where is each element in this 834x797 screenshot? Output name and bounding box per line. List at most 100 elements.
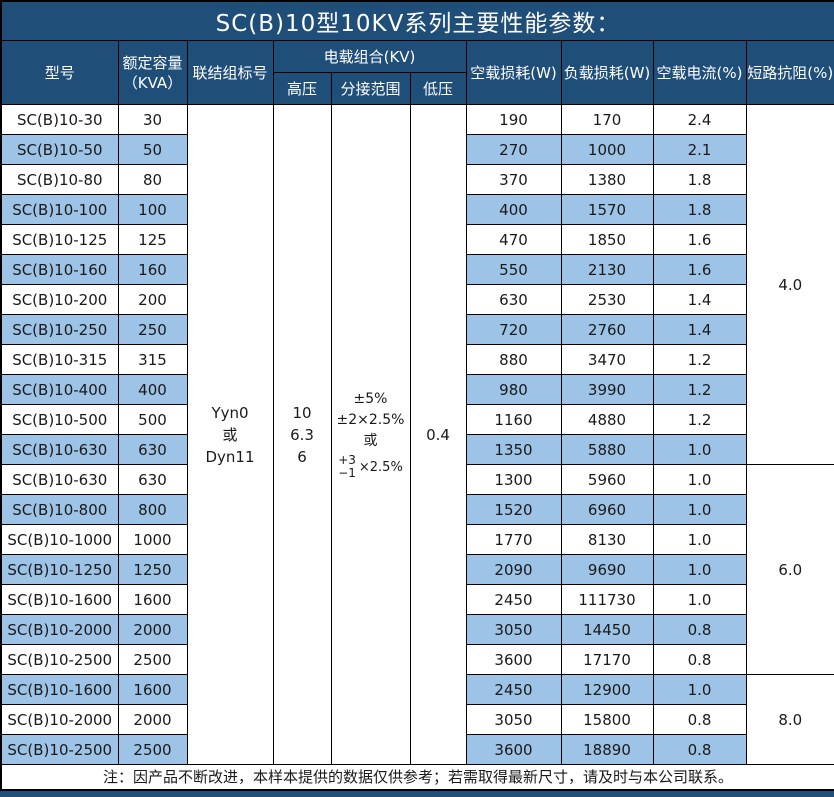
no-load-loss-cell: 3600 [465,644,562,675]
model-cell: SC(B)10-2500 [0,644,119,675]
no-load-loss-cell: 400 [465,194,562,225]
table-row: SC(B)10-800 800 1520 6960 1.0 [0,494,834,525]
hv-line: 10 [292,403,312,422]
table-row: SC(B)10-80 80 370 1380 1.8 [0,164,834,195]
model-cell: SC(B)10-800 [0,494,119,525]
model-cell: SC(B)10-500 [0,404,119,435]
no-load-loss-cell: 550 [465,254,562,285]
impedance-cell: 6.0 [745,464,834,675]
tap-line: ±5% [353,391,388,407]
no-load-loss-cell: 190 [465,104,562,135]
header-row-2: 高压 分接范围 低压 [1,72,834,105]
no-load-current-cell: 2.1 [652,134,747,165]
no-load-loss-cell: 880 [465,344,562,375]
tap-fraction: +3 −1 ×2.5% [332,454,409,480]
load-loss-cell: 17170 [560,644,654,675]
no-load-current-cell: 1.2 [652,344,747,375]
column-header-no-load-loss: 空载损耗(W) [465,40,562,105]
no-load-current-cell: 1.0 [652,554,747,585]
model-cell: SC(B)10-200 [0,284,119,315]
load-loss-cell: 2760 [560,314,654,345]
kva-cell: 200 [117,284,188,315]
no-load-loss-cell: 3050 [465,704,562,735]
no-load-loss-cell: 270 [465,134,562,165]
kva-cell: 500 [117,404,188,435]
table-row: SC(B)10-500 500 1160 4880 1.2 [0,404,834,435]
model-cell: SC(B)10-630 [0,434,119,465]
column-header-hv: 高压 [272,72,332,105]
page-title: SC(B)10型10KV系列主要性能参数： [0,0,834,41]
tap-fraction-suffix: ×2.5% [358,459,403,475]
kva-cell: 1000 [117,524,188,555]
load-loss-cell: 3470 [560,344,654,375]
load-loss-cell: 9690 [560,554,654,585]
kva-cell: 160 [117,254,188,285]
kva-cell: 2000 [117,614,188,645]
kva-cell: 315 [117,344,188,375]
model-cell: SC(B)10-100 [0,194,119,225]
vector-group-line: Yyn0 [211,403,249,422]
table-row: SC(B)10-2000 2000 3050 15800 0.8 [0,704,834,735]
tap-fraction-bottom: −1 [338,466,356,480]
kva-cell: 1600 [117,674,188,705]
model-cell: SC(B)10-250 [0,314,119,345]
model-cell: SC(B)10-30 [0,104,119,135]
model-cell: SC(B)10-160 [0,254,119,285]
load-loss-cell: 5960 [560,464,654,495]
vector-group-cell: Yyn0 或 Dyn11 [186,104,274,765]
column-header-load-loss: 负载损耗(W) [560,40,654,105]
no-load-current-cell: 1.2 [652,374,747,405]
no-load-loss-cell: 1160 [465,404,562,435]
table-row: SC(B)10-630 630 1300 5960 1.0 6.0 [0,464,834,675]
load-loss-cell: 15800 [560,704,654,735]
table-row: SC(B)10-200 200 630 2530 1.4 [0,284,834,315]
no-load-loss-cell: 980 [465,374,562,405]
table-row: SC(B)10-1600 1600 2450 111730 1.0 [0,584,834,615]
no-load-current-cell: 1.4 [652,284,747,315]
no-load-current-cell: 0.8 [652,704,747,735]
table-row: SC(B)10-2500 2500 3600 18890 0.8 [0,734,834,765]
model-cell: SC(B)10-1000 [0,524,119,555]
table-row: SC(B)10-1600 1600 2450 12900 1.0 8.0 [0,674,834,765]
load-loss-cell: 1000 [560,134,654,165]
column-header-model: 型号 [0,40,119,105]
kva-cell: 250 [117,314,188,345]
impedance-cell: 4.0 [745,104,834,465]
kva-cell: 30 [117,104,188,135]
column-header-impedance: 短路抗阻(%) [745,40,834,105]
load-loss-cell: 8130 [560,524,654,555]
hv-line: 6.3 [290,425,314,444]
load-loss-cell: 1570 [560,194,654,225]
model-cell: SC(B)10-2000 [0,704,119,735]
no-load-loss-cell: 370 [465,164,562,195]
table-row: SC(B)10-125 125 470 1850 1.6 [0,224,834,255]
kva-cell: 2500 [117,644,188,675]
no-load-current-cell: 1.0 [652,494,747,525]
kva-cell: 630 [117,464,188,495]
model-cell: SC(B)10-1600 [0,584,119,615]
kva-cell: 1600 [117,584,188,615]
load-loss-cell: 1380 [560,164,654,195]
kva-cell: 80 [117,164,188,195]
tap-fraction-stack: +3 −1 [338,454,356,480]
tap-range-cell: ±5% ±2×2.5% 或 +3 −1 ×2.5% [330,104,411,765]
hv-cell: 10 6.3 6 [272,104,332,765]
vector-group-line: 或 [222,425,238,444]
no-load-current-cell: 1.4 [652,314,747,345]
no-load-current-cell: 1.0 [652,584,747,615]
load-loss-cell: 2530 [560,284,654,315]
no-load-current-cell: 1.8 [652,194,747,225]
column-header-capacity: 额定容量 （KVA） [117,40,188,105]
no-load-loss-cell: 1770 [465,524,562,555]
hv-line: 6 [297,447,307,466]
no-load-current-cell: 1.0 [652,434,747,465]
footer-note: 注：因产品不断改进，本样本提供的数据仅供参考；若需取得最新尺寸，请及时与本公司联… [0,764,834,790]
kva-cell: 800 [117,494,188,525]
title-bar: SC(B)10型10KV系列主要性能参数： [0,0,834,41]
no-load-loss-cell: 720 [465,314,562,345]
no-load-loss-cell: 3050 [465,614,562,645]
model-cell: SC(B)10-315 [0,344,119,375]
capacity-label-line2: （KVA） [122,73,183,92]
table-row: SC(B)10-1000 1000 1770 8130 1.0 [0,524,834,555]
